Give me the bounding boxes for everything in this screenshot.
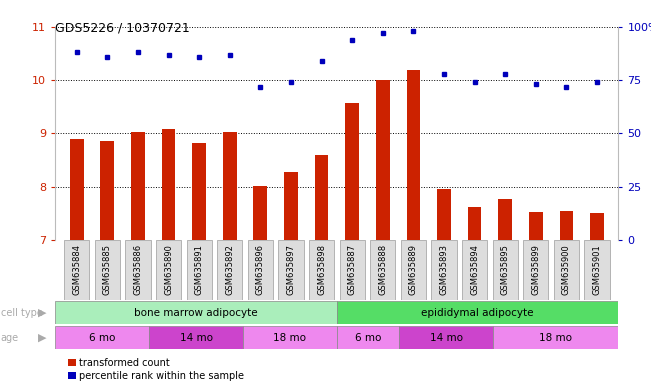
FancyBboxPatch shape bbox=[337, 326, 400, 349]
FancyBboxPatch shape bbox=[149, 326, 243, 349]
Bar bbox=[345, 103, 359, 240]
Text: GSM635898: GSM635898 bbox=[317, 244, 326, 295]
Text: GDS5226 / 10370721: GDS5226 / 10370721 bbox=[55, 21, 190, 34]
Text: 6 mo: 6 mo bbox=[355, 333, 381, 343]
FancyBboxPatch shape bbox=[585, 240, 609, 300]
Text: percentile rank within the sample: percentile rank within the sample bbox=[79, 371, 244, 381]
FancyBboxPatch shape bbox=[370, 240, 395, 300]
Text: cell type: cell type bbox=[1, 308, 42, 318]
Text: GSM635893: GSM635893 bbox=[439, 244, 449, 295]
Text: transformed count: transformed count bbox=[79, 358, 170, 368]
Text: GSM635901: GSM635901 bbox=[592, 244, 602, 295]
Text: age: age bbox=[1, 333, 19, 343]
Text: ▶: ▶ bbox=[38, 308, 47, 318]
Text: GSM635894: GSM635894 bbox=[470, 244, 479, 295]
Text: GSM635884: GSM635884 bbox=[72, 244, 81, 295]
FancyBboxPatch shape bbox=[248, 240, 273, 300]
Bar bbox=[253, 185, 268, 240]
FancyBboxPatch shape bbox=[337, 301, 618, 324]
Text: GSM635899: GSM635899 bbox=[531, 244, 540, 295]
Text: GSM635891: GSM635891 bbox=[195, 244, 204, 295]
Bar bbox=[192, 143, 206, 240]
FancyBboxPatch shape bbox=[493, 240, 518, 300]
Text: GSM635892: GSM635892 bbox=[225, 244, 234, 295]
Bar bbox=[70, 139, 83, 240]
FancyBboxPatch shape bbox=[432, 240, 456, 300]
FancyBboxPatch shape bbox=[243, 326, 337, 349]
Text: GSM635885: GSM635885 bbox=[103, 244, 112, 295]
Bar bbox=[314, 155, 329, 240]
Text: 18 mo: 18 mo bbox=[540, 333, 572, 343]
FancyBboxPatch shape bbox=[217, 240, 242, 300]
Text: GSM635887: GSM635887 bbox=[348, 244, 357, 295]
Text: GSM635888: GSM635888 bbox=[378, 244, 387, 295]
Text: 18 mo: 18 mo bbox=[273, 333, 307, 343]
FancyBboxPatch shape bbox=[309, 240, 334, 300]
FancyBboxPatch shape bbox=[462, 240, 487, 300]
Bar bbox=[406, 70, 421, 240]
FancyBboxPatch shape bbox=[187, 240, 212, 300]
FancyBboxPatch shape bbox=[156, 240, 181, 300]
FancyBboxPatch shape bbox=[493, 326, 618, 349]
Text: GSM635890: GSM635890 bbox=[164, 244, 173, 295]
FancyBboxPatch shape bbox=[340, 240, 365, 300]
Bar bbox=[560, 211, 574, 240]
FancyBboxPatch shape bbox=[55, 326, 149, 349]
Text: GSM635889: GSM635889 bbox=[409, 244, 418, 295]
FancyBboxPatch shape bbox=[64, 240, 89, 300]
FancyBboxPatch shape bbox=[55, 301, 337, 324]
Text: GSM635886: GSM635886 bbox=[133, 244, 143, 295]
Text: bone marrow adipocyte: bone marrow adipocyte bbox=[134, 308, 258, 318]
FancyBboxPatch shape bbox=[401, 240, 426, 300]
Bar bbox=[223, 132, 237, 240]
Bar bbox=[100, 141, 114, 240]
FancyBboxPatch shape bbox=[523, 240, 548, 300]
Text: ▶: ▶ bbox=[38, 333, 47, 343]
FancyBboxPatch shape bbox=[95, 240, 120, 300]
Bar bbox=[284, 172, 298, 240]
Bar bbox=[437, 189, 451, 240]
Bar bbox=[376, 80, 390, 240]
Bar bbox=[498, 199, 512, 240]
Text: GSM635895: GSM635895 bbox=[501, 244, 510, 295]
FancyBboxPatch shape bbox=[126, 240, 150, 300]
Bar bbox=[529, 212, 543, 240]
FancyBboxPatch shape bbox=[554, 240, 579, 300]
Text: 6 mo: 6 mo bbox=[89, 333, 115, 343]
Bar bbox=[131, 132, 145, 240]
Bar bbox=[161, 129, 176, 240]
Text: epididymal adipocyte: epididymal adipocyte bbox=[421, 308, 534, 318]
Text: 14 mo: 14 mo bbox=[430, 333, 463, 343]
Text: GSM635896: GSM635896 bbox=[256, 244, 265, 295]
Text: GSM635897: GSM635897 bbox=[286, 244, 296, 295]
Text: GSM635900: GSM635900 bbox=[562, 244, 571, 295]
FancyBboxPatch shape bbox=[279, 240, 303, 300]
Bar bbox=[590, 214, 604, 240]
FancyBboxPatch shape bbox=[400, 326, 493, 349]
Bar bbox=[467, 207, 482, 240]
Text: 14 mo: 14 mo bbox=[180, 333, 213, 343]
